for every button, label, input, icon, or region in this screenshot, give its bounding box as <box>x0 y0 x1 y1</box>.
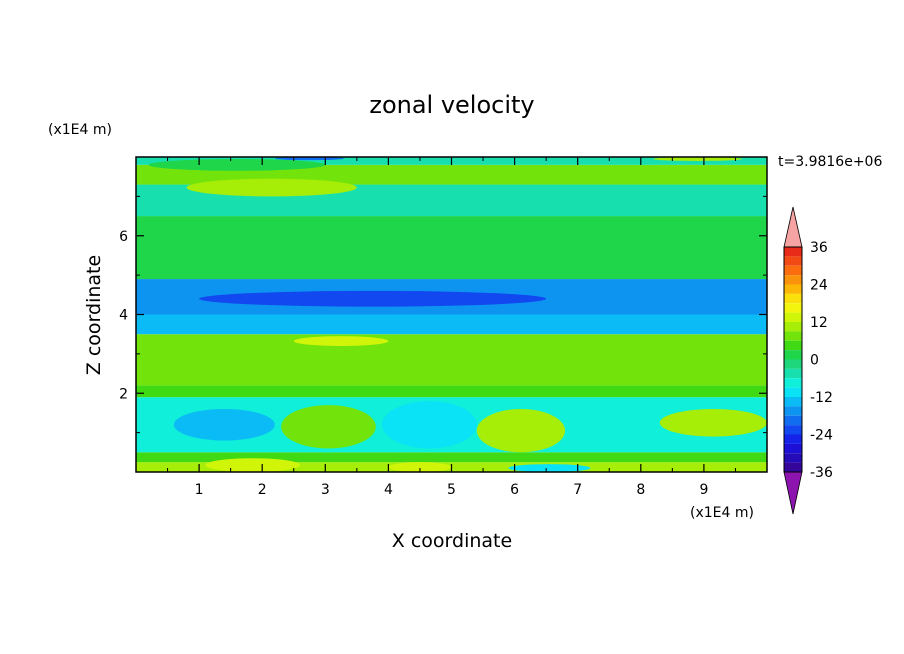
y-tick-label: 6 <box>119 229 128 245</box>
contour-band-7 <box>136 216 767 280</box>
colorbar-segment <box>784 284 802 294</box>
colorbar-segment <box>784 387 802 397</box>
x-tick-label: 7 <box>573 482 582 498</box>
colorbar-segment <box>784 378 802 388</box>
contour-feature-5 <box>293 336 389 346</box>
x-tick-label: 6 <box>510 482 519 498</box>
contour-feature-7 <box>281 405 376 449</box>
colorbar-segment <box>784 303 802 313</box>
y-tick-label: 4 <box>119 308 128 324</box>
contour-feature-3 <box>653 157 742 161</box>
colorbar: 36 24 12 0 -12 -24 -36 <box>783 206 833 515</box>
colorbar-label: 0 <box>810 353 819 369</box>
colorbar-over-arrow <box>783 206 803 248</box>
colorbar-segment <box>784 359 802 369</box>
colorbar-segment <box>784 322 802 332</box>
axes: 1 2 3 4 5 6 7 8 9 2 4 6 <box>119 156 768 498</box>
colorbar-segment <box>784 425 802 435</box>
contour-band-3 <box>136 385 767 398</box>
x-tick-label: 1 <box>195 482 204 498</box>
colorbar-segment <box>784 350 802 360</box>
x-tick-label: 9 <box>699 482 708 498</box>
x-tick-label: 4 <box>384 482 393 498</box>
x-tick-label: 5 <box>447 482 456 498</box>
colorbar-segment <box>784 443 802 454</box>
contour-feature-0 <box>186 178 357 197</box>
colorbar-segment <box>784 340 802 351</box>
contour-feature-9 <box>476 409 566 453</box>
contour-feature-8 <box>382 401 477 449</box>
colorbar-segment <box>784 275 802 285</box>
colorbar-segment <box>784 462 802 472</box>
y-unit-label: (x1E4 m) <box>48 122 112 138</box>
x-unit-label: (x1E4 m) <box>690 505 754 521</box>
colorbar-segment <box>784 397 802 407</box>
colorbar-segment <box>784 247 802 257</box>
colorbar-segment <box>784 453 802 463</box>
y-axis-label: Z coordinate <box>83 255 105 375</box>
colorbar-segment <box>784 331 802 341</box>
colorbar-segment <box>784 293 802 304</box>
time-label: t=3.9816e+06 <box>778 154 882 170</box>
colorbar-segment <box>784 434 802 444</box>
colorbar-label: -24 <box>810 428 833 444</box>
colorbar-label: 24 <box>810 278 828 294</box>
contour-feature-6 <box>173 409 275 441</box>
colorbar-label: -12 <box>810 390 833 406</box>
x-tick-label: 3 <box>321 482 330 498</box>
colorbar-label: 12 <box>810 315 828 331</box>
contour-feature-10 <box>659 409 767 437</box>
contour-feature-13 <box>508 464 591 472</box>
colorbar-label: 36 <box>810 240 828 256</box>
contour-band-4 <box>136 334 767 386</box>
y-tick-label: 2 <box>119 386 128 402</box>
x-tick-label: 2 <box>258 482 267 498</box>
chart-title: zonal velocity <box>369 91 534 119</box>
contour-band-5 <box>136 314 767 335</box>
contour-field <box>136 157 767 472</box>
colorbar-frame <box>783 246 803 473</box>
colorbar-segment <box>784 368 802 379</box>
colorbar-segment <box>784 256 802 266</box>
colorbar-segment <box>784 312 802 322</box>
x-axis-label: X coordinate <box>392 530 512 552</box>
colorbar-under-arrow <box>783 471 803 515</box>
contour-band-1 <box>136 452 767 463</box>
colorbar-segment <box>784 415 802 426</box>
contour-feature-12 <box>388 462 452 472</box>
colorbar-segment <box>784 265 802 276</box>
colorbar-segment <box>784 406 802 416</box>
contour-feature-11 <box>205 458 301 472</box>
contour-feature-2 <box>274 157 345 161</box>
x-tick-label: 8 <box>636 482 645 498</box>
colorbar-label: -36 <box>810 465 833 481</box>
contour-feature-4 <box>199 290 547 307</box>
contour-feature-1 <box>148 158 326 171</box>
